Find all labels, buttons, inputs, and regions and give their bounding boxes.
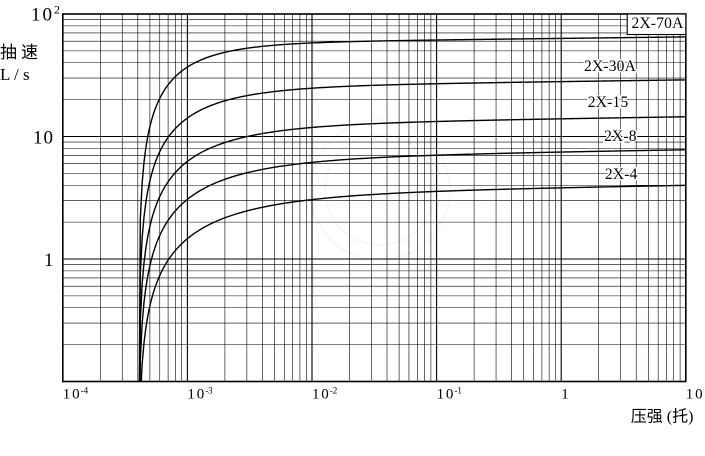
svg-text:1: 1 (44, 250, 54, 271)
svg-text:10: 10 (686, 387, 703, 403)
svg-text:2X-8: 2X-8 (604, 128, 637, 145)
svg-text:10: 10 (33, 128, 53, 149)
svg-text:L / s: L / s (0, 65, 30, 84)
svg-text:1: 1 (561, 387, 569, 403)
svg-text:压强 (托): 压强 (托) (631, 408, 694, 426)
svg-text:抽速: 抽速 (0, 43, 42, 62)
svg-text:2X-70A: 2X-70A (632, 15, 685, 32)
svg-text:2X-15: 2X-15 (588, 94, 629, 111)
svg-text:2X-4: 2X-4 (605, 166, 638, 183)
svg-text:2X-30A: 2X-30A (584, 58, 637, 75)
